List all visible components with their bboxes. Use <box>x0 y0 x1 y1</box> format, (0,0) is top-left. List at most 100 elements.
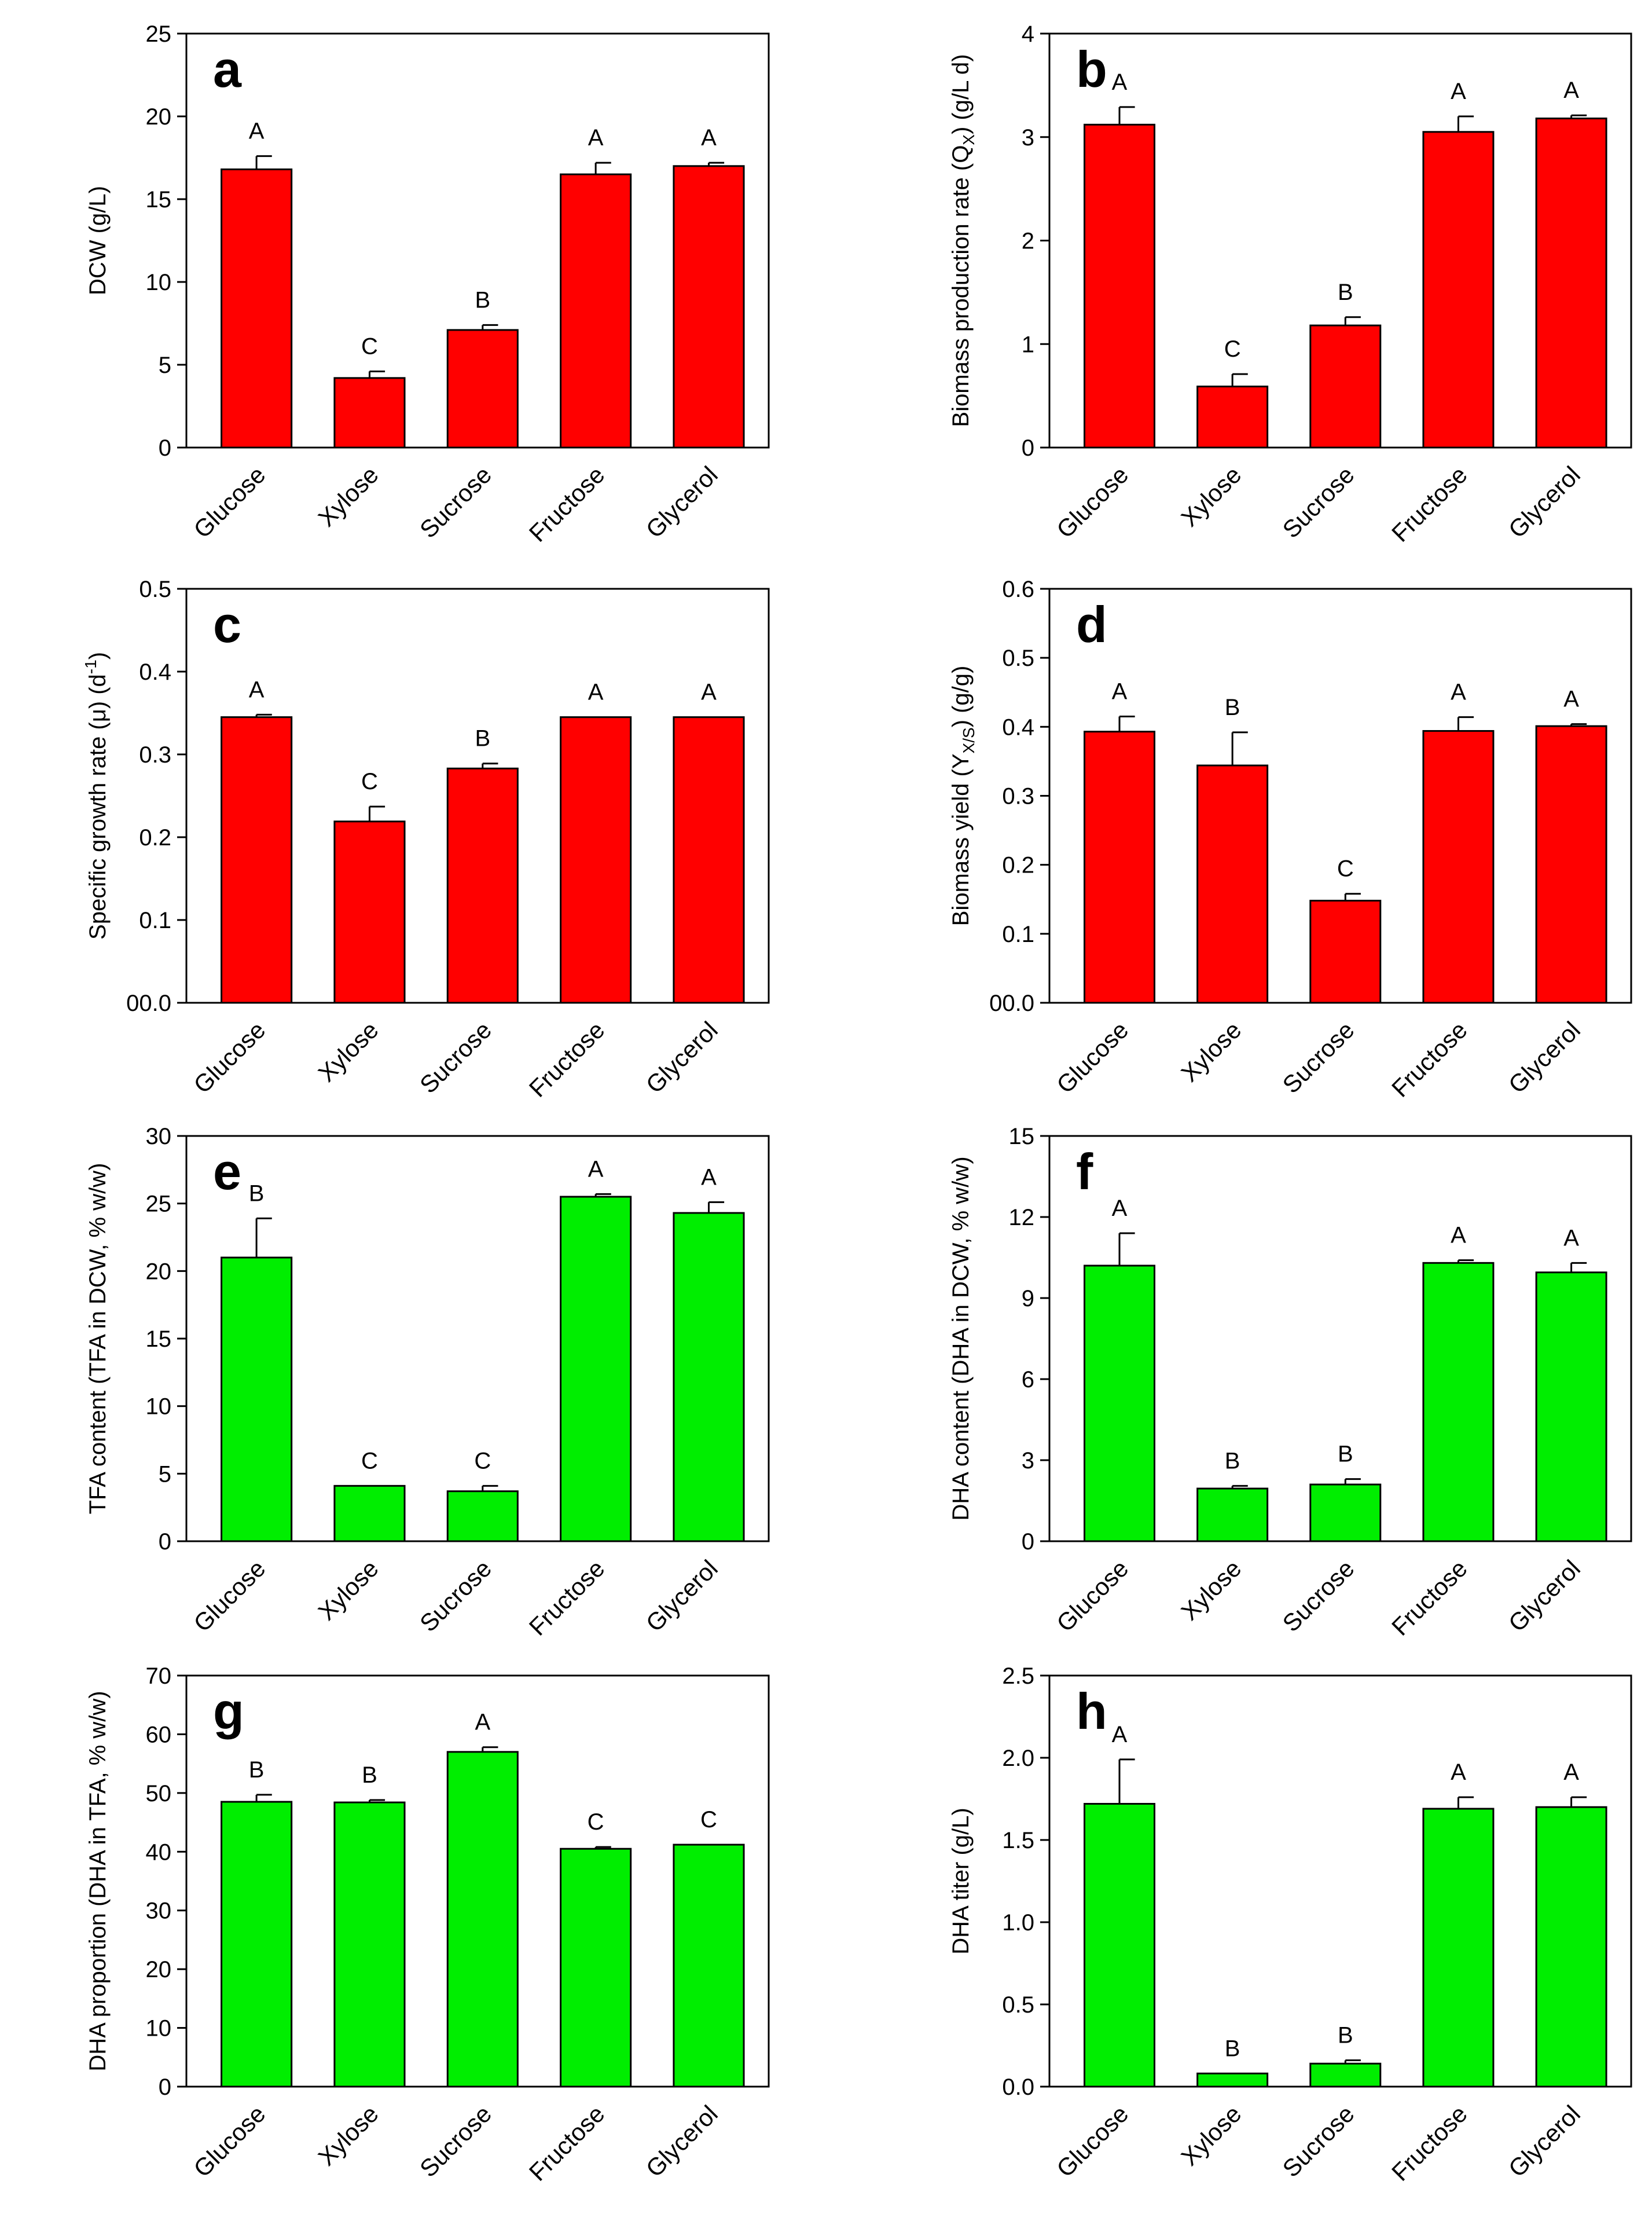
panel-d-bar-fructose <box>1422 730 1495 1004</box>
panel-h-significance-label: B <box>1338 2023 1353 2048</box>
panel-a-ylabel: DCW (g/L) <box>85 186 111 295</box>
panel-h-significance-label: A <box>1112 1722 1128 1747</box>
panel-e-significance-label: C <box>474 1448 491 1473</box>
panel-c-category-label: Glucose <box>188 1016 270 1098</box>
panel-c-ytick-label: 0.5 <box>139 577 171 602</box>
panel-g-category-label: Glycerol <box>641 2100 723 2182</box>
panel-f-category-label: Fructose <box>1386 1555 1473 1641</box>
panel-g-ytick-label: 0 <box>159 2074 171 2100</box>
panel-a: 0 5 10 15 20 25 A Glucose C Xylose B Sucrose A Fructo… <box>85 21 770 547</box>
panel-b-ytick-label: 1 <box>1022 332 1034 357</box>
panel-e-bar-fructose <box>560 1196 632 1542</box>
panel-f-ytick-label: 0 <box>1022 1529 1034 1555</box>
panel-h-category-label: Xylose <box>1176 2100 1246 2171</box>
panel-b-bar-glucose <box>1083 123 1155 449</box>
panel-b-ylabel: Biomass production rate (QX) (g/L d) <box>948 54 978 427</box>
panel-a-bar-fructose <box>560 173 632 449</box>
panel-a-bar-xylose <box>333 377 406 449</box>
panel-g-ytick-label: 70 <box>146 1663 172 1689</box>
panel-c-ylabel: Specific growth rate (μ) (d-1) <box>82 652 111 940</box>
panel-a-category-label: Glycerol <box>641 461 723 543</box>
panel-a-bar-glycerol <box>673 165 745 449</box>
panel-c-letter: c <box>213 596 241 653</box>
panel-c-category-label: Glycerol <box>641 1016 723 1098</box>
panel-f-category-label: Glycerol <box>1503 1555 1585 1637</box>
panel-h-significance-label: A <box>1451 1760 1466 1785</box>
panel-e: 0 5 10 15 20 25 30 B Glucose C Xylose C Sucrose A Fruc… <box>85 1124 770 1641</box>
panel-d-ytick-label: 0.4 <box>1002 714 1034 740</box>
panel-h-ytick-label: 2.0 <box>1002 1746 1034 1771</box>
panel-a-significance-label: A <box>249 119 265 144</box>
panel-f-significance-label: A <box>1112 1196 1128 1221</box>
panel-b-ytick-label: 3 <box>1022 125 1034 151</box>
panel-c-category-label: Sucrose <box>414 1016 497 1098</box>
panel-a-ytick-label: 5 <box>159 353 171 378</box>
panel-e-ytick-label: 10 <box>146 1394 172 1420</box>
panel-b-significance-label: C <box>1224 336 1241 362</box>
panel-d-ytick-label: 0.1 <box>1002 922 1034 947</box>
panel-d-category-label: Sucrose <box>1277 1016 1359 1098</box>
panel-f: 0 3 6 9 12 15 A Glucose B Xylose B Sucrose A Fructose… <box>948 1124 1632 1641</box>
panel-d-category-label: Xylose <box>1176 1016 1246 1087</box>
panel-f-ylabel: DHA content (DHA in DCW, % w/w) <box>948 1156 974 1520</box>
panel-h-ytick-label: 0.5 <box>1002 1992 1034 2018</box>
panel-e-ylabel-text: TFA content (TFA in DCW, % w/w) <box>85 1163 111 1515</box>
panel-h-significance-label: B <box>1225 2036 1240 2061</box>
panel-e-ytick-label: 25 <box>146 1192 172 1217</box>
panel-a-bar-glucose <box>221 168 293 449</box>
panel-f-ytick-label: 6 <box>1022 1367 1034 1392</box>
panel-b-significance-label: A <box>1563 78 1579 103</box>
panel-e-letter: e <box>213 1143 241 1200</box>
panel-e-significance-label: B <box>249 1181 265 1206</box>
panel-e-ytick-label: 15 <box>146 1326 172 1352</box>
panel-c-category-label: Fructose <box>524 1016 610 1102</box>
panel-d-ytick-label: 00.0 <box>989 991 1034 1016</box>
panel-f-ylabel-text: DHA content (DHA in DCW, % w/w) <box>948 1156 974 1520</box>
panel-f-significance-label: B <box>1338 1442 1353 1467</box>
panel-b-category-label: Xylose <box>1176 461 1246 531</box>
panel-h-ytick-label: 1.0 <box>1002 1910 1034 1936</box>
panel-a-category-label: Xylose <box>313 461 383 531</box>
panel-b-category-label: Glucose <box>1051 461 1133 543</box>
panel-g-significance-label: C <box>588 1809 604 1835</box>
panel-a-ylabel-text: DCW (g/L) <box>85 186 111 295</box>
panel-c-significance-label: A <box>249 677 265 702</box>
panel-b-significance-label: B <box>1338 280 1353 305</box>
panel-a-bar-sucrose <box>446 329 519 449</box>
panel-e-category-label: Sucrose <box>414 1555 497 1637</box>
panel-g-ytick-label: 60 <box>146 1722 172 1747</box>
panel-d-significance-label: A <box>1451 680 1466 705</box>
panel-g-ytick-label: 40 <box>146 1839 172 1865</box>
panel-g-category-label: Glucose <box>188 2100 270 2182</box>
panel-h-significance-label: A <box>1563 1760 1579 1785</box>
panel-f-ytick-label: 3 <box>1022 1448 1034 1473</box>
panel-b-bar-fructose <box>1422 131 1495 449</box>
panel-d-ylabel-subscript: X/S <box>960 727 978 753</box>
panel-a-ytick-label: 15 <box>146 187 172 212</box>
panel-d-significance-label: B <box>1225 695 1240 720</box>
panel-a-ytick-label: 25 <box>146 21 172 47</box>
panel-h-bar-xylose <box>1196 2072 1269 2088</box>
panel-b-significance-label: A <box>1112 69 1128 95</box>
panel-e-ytick-label: 0 <box>159 1529 171 1555</box>
panel-f-significance-label: A <box>1563 1225 1579 1251</box>
panel-d-significance-label: A <box>1563 687 1579 712</box>
panel-e-significance-label: C <box>361 1448 378 1473</box>
panel-e-significance-label: A <box>588 1156 604 1182</box>
panel-c-ytick-label: 0.3 <box>139 742 171 768</box>
panel-d: 00.0 0.1 0.2 0.3 0.4 0.5 0.6 A Glucose B Xylose C Su… <box>948 577 1632 1102</box>
panel-h-ytick-label: 1.5 <box>1002 1828 1034 1853</box>
panel-e-ytick-label: 20 <box>146 1259 172 1284</box>
panel-d-ytick-label: 0.6 <box>1002 577 1034 602</box>
panel-d-ytick-label: 0.2 <box>1002 853 1034 878</box>
panel-b-letter: b <box>1076 41 1107 98</box>
panel-f-bar-glucose <box>1083 1264 1155 1542</box>
panel-f-significance-label: B <box>1225 1448 1240 1473</box>
panel-c-ylabel-superscript: -1 <box>82 659 100 674</box>
panel-g-bar-sucrose <box>446 1751 519 2088</box>
panel-h-category-label: Sucrose <box>1277 2100 1359 2182</box>
panel-c-ytick-label: 0.1 <box>139 908 171 933</box>
panel-c-bar-glycerol <box>673 716 745 1004</box>
panel-a-ytick-label: 10 <box>146 270 172 295</box>
panel-c-bar-fructose <box>560 716 632 1004</box>
